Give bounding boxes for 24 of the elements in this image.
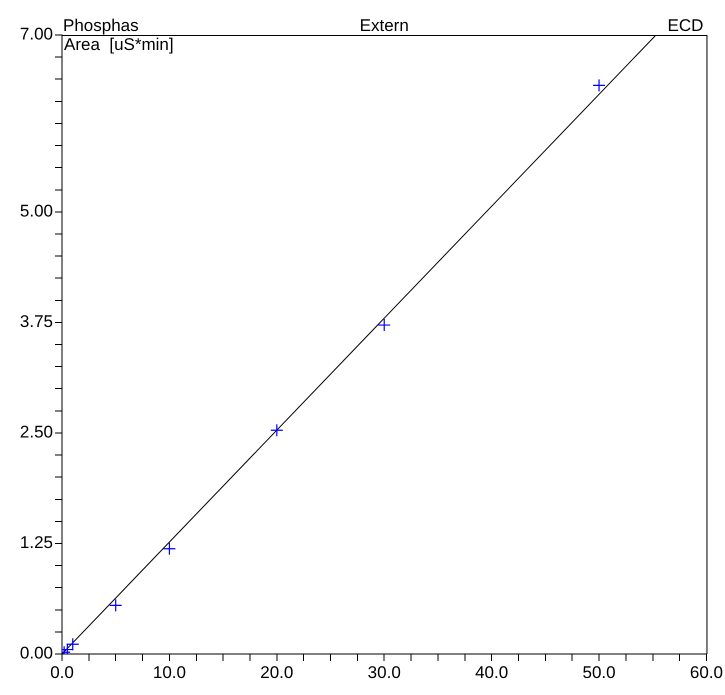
point bbox=[62, 642, 74, 654]
chart-subtitle: Extern bbox=[360, 16, 409, 35]
y-tick-label: 2.50 bbox=[20, 422, 53, 442]
x-tick-label: 0.0 bbox=[50, 662, 74, 682]
x-tick-label: 20.0 bbox=[260, 662, 294, 682]
x-tick-label: 30.0 bbox=[368, 662, 401, 682]
y-tick-label: 5.00 bbox=[20, 202, 53, 221]
y-axis-title: Area [uS*min] bbox=[64, 35, 174, 54]
y-tick-label: 1.25 bbox=[20, 533, 53, 552]
point bbox=[109, 598, 122, 612]
point bbox=[66, 638, 80, 651]
point bbox=[378, 318, 391, 332]
x-tick-label: 50.0 bbox=[582, 662, 616, 682]
y-tick-label: 7.00 bbox=[20, 24, 53, 44]
point bbox=[162, 542, 176, 556]
text: ECD bbox=[668, 16, 704, 35]
x-tick-label: 10.0 bbox=[152, 662, 186, 682]
y-tick-label: 3.75 bbox=[20, 312, 53, 332]
point bbox=[270, 424, 284, 437]
x-tick-label: 60.0 bbox=[690, 662, 724, 682]
chart-title: Phosphas bbox=[63, 16, 139, 35]
x-tick-label: 40.0 bbox=[475, 662, 508, 682]
point bbox=[592, 78, 606, 92]
y-tick-label: 0.00 bbox=[20, 644, 53, 663]
